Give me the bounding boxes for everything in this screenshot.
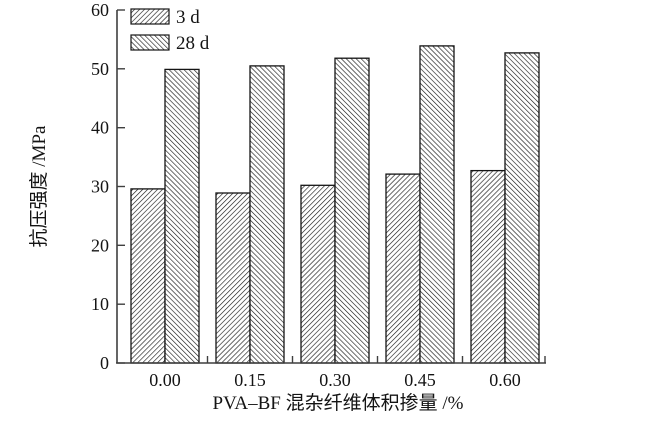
bar-series1-cat3	[385, 173, 421, 364]
y-tick-label: 20	[91, 235, 109, 255]
y-tick-label: 10	[91, 294, 109, 314]
bar-series1-cat2	[300, 184, 336, 364]
y-tick-label: 60	[91, 0, 109, 20]
x-tick-label: 0.60	[489, 370, 521, 390]
legend-swatch-3d	[130, 8, 170, 25]
y-tick-label: 30	[91, 177, 109, 197]
x-axis-title: PVA–BF 混杂纤维体积掺量 /%	[213, 392, 464, 414]
bar-series2-cat4	[504, 52, 540, 364]
bar-series1-cat4	[470, 169, 506, 364]
bar-series2-cat2	[334, 57, 370, 364]
legend-label-3d: 3 d	[176, 7, 200, 28]
x-tick-label: 0.30	[319, 370, 351, 390]
y-axis-title: 抗压强度 /MPa	[28, 125, 50, 247]
bar-series1-cat0	[130, 188, 166, 364]
y-tick-label: 40	[91, 118, 109, 138]
x-tick-label: 0.15	[234, 370, 266, 390]
bar-series2-cat3	[419, 45, 455, 364]
bar-series2-cat0	[164, 68, 200, 364]
y-tick-label: 0	[100, 353, 109, 373]
x-tick-label: 0.45	[404, 370, 436, 390]
legend-label-28d: 28 d	[176, 33, 210, 54]
y-tick-label: 50	[91, 59, 109, 79]
bar-series1-cat1	[215, 192, 251, 364]
bar-series2-cat1	[249, 65, 285, 364]
legend-swatch-28d	[130, 34, 170, 51]
x-tick-label: 0.00	[149, 370, 181, 390]
